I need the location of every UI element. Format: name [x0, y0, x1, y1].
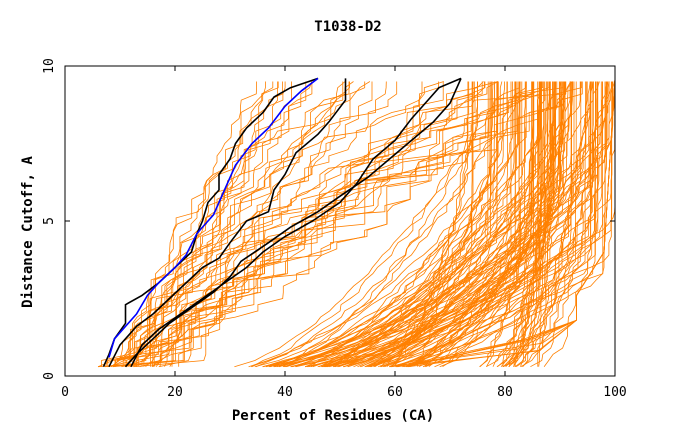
model-curve: [282, 81, 473, 368]
x-tick-label: 100: [603, 385, 626, 400]
model-curve: [270, 81, 521, 368]
model-curve: [425, 81, 534, 367]
model-curve: [538, 81, 547, 367]
model-curve: [304, 81, 545, 368]
model-curve: [408, 81, 555, 368]
highlight-series-black-3: [130, 77, 462, 368]
model-curve: [368, 81, 491, 368]
x-tick-label: 20: [167, 385, 183, 400]
highlight-series-black-2: [108, 78, 347, 368]
model-curve: [285, 81, 594, 368]
model-curve: [234, 81, 479, 368]
model-curve: [326, 81, 592, 368]
model-curve: [405, 81, 566, 368]
model-curve: [373, 81, 521, 368]
model-curve: [136, 81, 373, 367]
model-curve: [255, 81, 494, 368]
model-curve: [124, 81, 521, 367]
model-curve: [353, 81, 545, 368]
x-tick-label: 0: [61, 385, 69, 400]
model-curve: [386, 81, 517, 367]
model-curve: [107, 81, 307, 368]
model-curve: [133, 81, 483, 367]
model-curve: [408, 81, 607, 368]
model-curve: [486, 81, 572, 368]
model-curve: [112, 81, 257, 367]
model-curve: [357, 81, 535, 368]
y-axis-ticks: 0 5 10: [42, 58, 615, 380]
model-curve: [505, 81, 567, 367]
model-curve: [530, 81, 608, 368]
x-tick-label: 40: [277, 385, 293, 400]
model-curve: [278, 81, 542, 368]
model-curve: [139, 81, 423, 368]
model-curve: [251, 81, 495, 368]
model-curve: [500, 81, 562, 367]
model-curve: [334, 81, 508, 368]
model-curve: [127, 81, 266, 368]
chart-title: T1038-D2: [314, 19, 381, 35]
y-tick-label: 0: [42, 372, 57, 380]
model-curve: [520, 81, 616, 368]
model-curve: [393, 81, 469, 367]
y-axis-label: Distance Cutoff, A: [20, 156, 36, 308]
model-curve: [141, 81, 564, 367]
model-curve: [496, 81, 558, 368]
model-curve: [522, 81, 599, 367]
model-curve: [125, 81, 279, 368]
model-curve: [512, 81, 573, 367]
model-curve: [149, 81, 550, 367]
y-tick-label: 10: [42, 58, 57, 74]
model-curve: [101, 81, 366, 367]
model-curve: [152, 81, 534, 367]
model-curve: [364, 81, 499, 368]
model-curve: [503, 81, 565, 367]
model-curve: [520, 81, 588, 367]
model-curve: [389, 81, 607, 368]
model-curve: [543, 81, 615, 367]
model-curve: [479, 81, 546, 368]
model-curve: [124, 81, 444, 367]
model-curve: [380, 81, 575, 368]
x-tick-label: 80: [497, 385, 513, 400]
model-curve: [308, 81, 489, 368]
model-curve: [114, 81, 313, 367]
x-axis-label: Percent of Residues (CA): [232, 408, 434, 424]
model-curve: [502, 81, 609, 368]
highlight-series-group: [102, 77, 462, 368]
model-curve: [295, 81, 519, 368]
model-curve: [248, 81, 495, 368]
highlight-series-black-1: [102, 77, 319, 368]
model-curve: [113, 81, 543, 367]
y-tick-label: 5: [42, 217, 57, 225]
model-curve: [479, 81, 542, 367]
x-tick-label: 60: [387, 385, 403, 400]
model-curve: [169, 81, 444, 367]
model-curve: [145, 81, 354, 368]
model-curve: [396, 78, 616, 368]
x-axis-ticks: 0 20 40 60 80 100: [61, 66, 627, 400]
highlight-series-black-4: [124, 78, 462, 368]
model-curve: [310, 81, 503, 368]
model-curve: [505, 81, 591, 367]
highlight-series-blue: [108, 77, 319, 358]
